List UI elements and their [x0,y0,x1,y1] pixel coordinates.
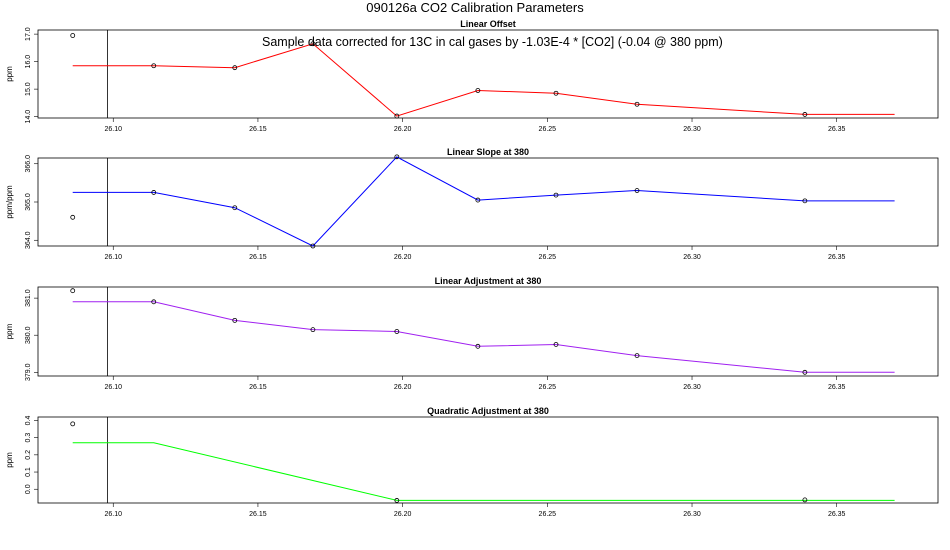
data-point [802,369,808,375]
data-point [634,188,640,193]
data-point [475,343,481,349]
data-point [802,112,808,117]
x-tick-label: 26.15 [249,126,267,133]
data-point [475,88,481,93]
series-line [72,442,895,501]
x-tick-label: 26.10 [104,126,122,133]
panel-2: Linear Slope at 380 ppm/ppm 26.10 26.15 26.2… [5,147,939,261]
data-point [802,497,808,503]
y-tick-label: 0.0 [25,484,32,494]
data-point [232,317,238,323]
panel-title: Linear Slope at 380 [447,147,529,157]
data-point [232,65,238,71]
data-point [70,288,76,294]
data-point [394,498,400,503]
x-tick-label: 26.30 [683,126,701,133]
page-title: 090126a CO2 Calibration Parameters [366,0,584,15]
y-tick-label: 0.1 [25,467,32,477]
plot-frame [37,286,939,377]
series-line [72,156,895,247]
data-point [151,190,157,195]
y-tick-label: 366.0 [25,155,32,173]
panel-title: Linear Offset [460,19,516,29]
y-tick-label: 17.0 [25,27,32,41]
series-line [72,43,895,117]
y-axis-label: ppm [5,452,14,468]
data-point [232,205,238,211]
x-tick-label: 26.20 [394,254,412,261]
data-point [553,192,559,198]
x-tick-label: 26.20 [394,384,412,391]
x-tick-label: 26.25 [539,511,557,518]
x-tick-label: 26.20 [394,511,412,518]
data-point [475,197,481,203]
x-tick-label: 26.30 [683,384,701,391]
y-tick-label: 0.3 [25,433,32,443]
data-point [802,198,808,204]
y-tick-label: 0.4 [25,415,32,425]
data-point [151,63,157,69]
data-point [70,214,76,220]
x-tick-label: 26.35 [828,126,846,133]
x-tick-label: 26.10 [104,384,122,391]
data-point [394,154,400,160]
plot-frame [37,416,939,504]
data-point [394,329,400,334]
data-point [553,342,559,347]
y-axis-label: ppm [5,323,14,339]
panel-1: Linear Offset ppm 26.10 26.15 26.20 26.25 26.3… [5,19,939,133]
correction-annotation: Sample data corrected for 13C in cal gas… [262,35,723,49]
x-tick-label: 26.15 [249,254,267,261]
y-tick-label: 365.0 [25,193,32,211]
data-point [394,113,400,119]
y-axis-label: ppm [5,66,14,82]
y-axis-label: ppm/ppm [5,185,14,219]
x-tick-label: 26.30 [683,254,701,261]
data-point [310,243,316,249]
data-point [634,353,640,359]
panel-4: Quadratic Adjustment at 380 ppm 26.10 26.15… [5,406,939,518]
y-tick-label: 380.0 [25,326,32,344]
x-tick-label: 26.25 [539,384,557,391]
y-tick-label: 14.0 [25,110,32,124]
y-tick-label: 381.0 [25,289,32,307]
x-tick-label: 26.15 [249,511,267,518]
x-tick-label: 26.25 [539,126,557,133]
data-point [70,421,76,427]
y-tick-label: 364.0 [25,231,32,249]
x-tick-label: 26.15 [249,384,267,391]
data-point [634,101,640,107]
x-tick-label: 26.35 [828,254,846,261]
x-tick-label: 26.30 [683,511,701,518]
x-tick-label: 26.10 [104,511,122,518]
x-tick-label: 26.20 [394,126,412,133]
y-tick-label: 16.0 [25,55,32,69]
plot-frame [37,29,939,119]
data-point [553,90,559,96]
data-point [70,33,76,38]
x-tick-label: 26.35 [828,384,846,391]
data-point [310,327,316,333]
y-tick-label: 0.2 [25,450,32,460]
x-tick-label: 26.25 [539,254,557,261]
panel-title: Linear Adjustment at 380 [435,276,542,286]
x-tick-label: 26.10 [104,254,122,261]
data-point [310,41,316,47]
x-tick-label: 26.35 [828,511,846,518]
panel-title: Quadratic Adjustment at 380 [427,406,549,416]
panel-3: Linear Adjustment at 380 ppm 26.10 26.15 26.… [5,276,939,391]
series-line [72,301,895,373]
y-tick-label: 15.0 [25,82,32,96]
y-tick-label: 379.0 [25,363,32,381]
data-point [151,299,157,305]
